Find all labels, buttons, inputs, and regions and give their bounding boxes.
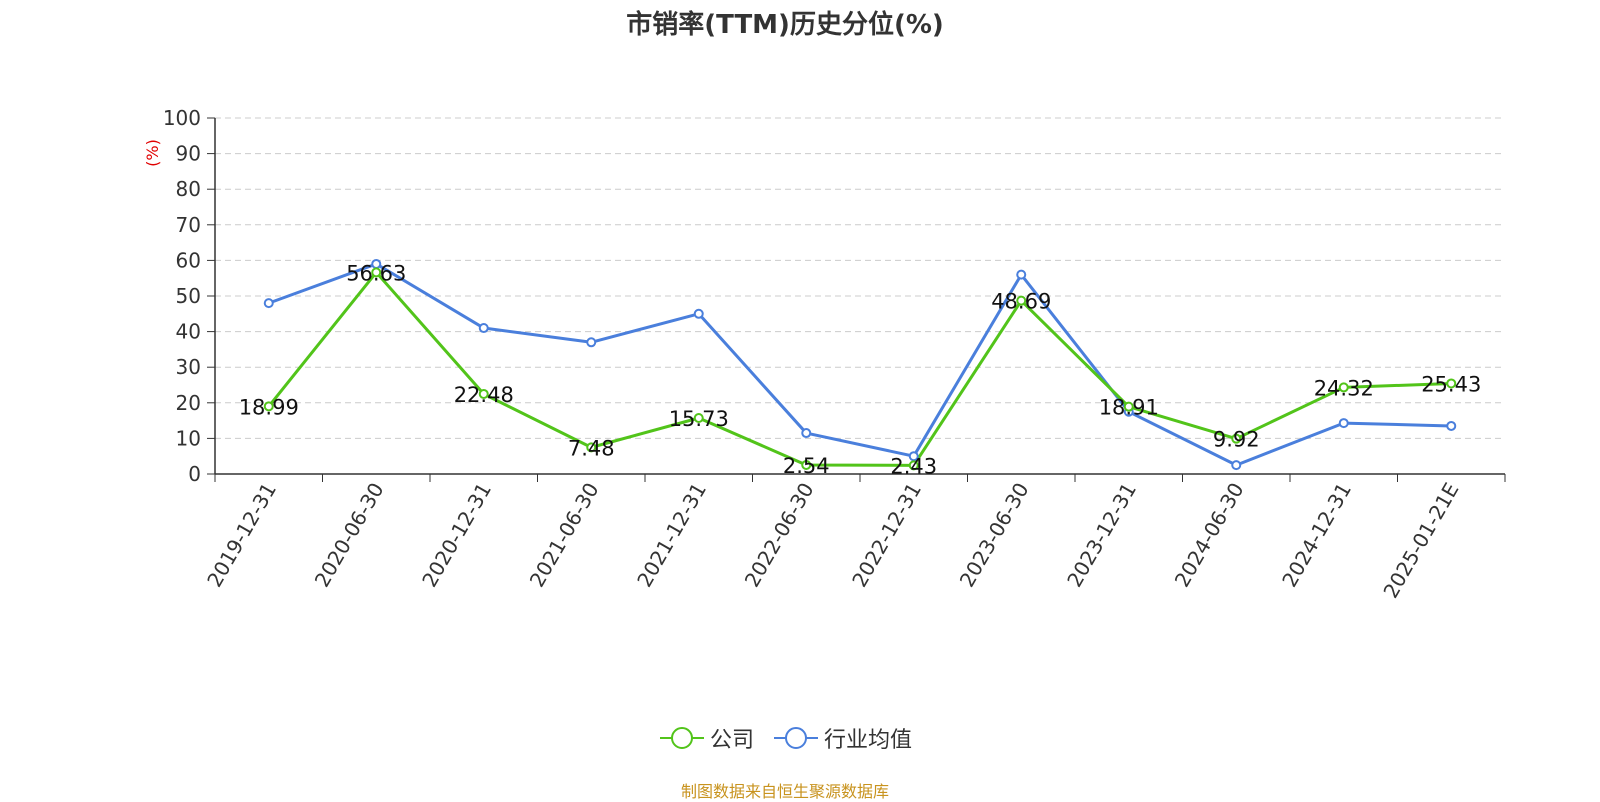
data-point-company	[371, 267, 382, 278]
y-tick-label: 30	[176, 355, 201, 379]
data-point-industry	[1446, 420, 1457, 431]
y-tick-label: 80	[176, 177, 201, 201]
data-point-industry	[263, 298, 274, 309]
y-tick-label: 0	[188, 462, 201, 486]
x-tick-label: 2023-12-31	[1062, 479, 1141, 592]
x-tick-label: 2025-01-21E	[1378, 479, 1463, 603]
chart-title: 市销率(TTM)历史分位(%)	[626, 10, 944, 40]
data-point-industry	[586, 337, 597, 348]
data-label-company: 25.43	[1421, 372, 1481, 396]
y-tick-label: 40	[176, 320, 201, 344]
data-labels: 18.99 56.63 22.48 7.48 15.73 2.54 2.43 48.69 18.…	[239, 261, 1482, 478]
y-tick-label: 70	[176, 213, 201, 237]
data-point-company	[908, 460, 919, 471]
x-tick-label: 2024-06-30	[1170, 479, 1249, 592]
data-point-company	[693, 413, 704, 424]
series-line-industry	[268, 262, 1452, 467]
data-label-company: 48.69	[991, 290, 1051, 314]
legend: 公司 行业均值	[660, 722, 926, 754]
data-point-industry	[1016, 269, 1027, 280]
y-tick-label: 60	[176, 248, 201, 272]
data-point-industry	[693, 308, 704, 319]
y-tick-label: 20	[176, 391, 201, 415]
x-tick-label: 2022-06-30	[740, 479, 819, 592]
data-label-company: 7.48	[568, 436, 615, 460]
data-label-company: 18.99	[239, 395, 299, 419]
x-tick-label: 2024-12-31	[1277, 479, 1356, 592]
legend-industry-icon	[774, 727, 819, 749]
data-point-company	[478, 388, 489, 399]
legend-company-label: 公司	[710, 728, 755, 753]
y-tick-label: 10	[176, 426, 201, 450]
data-point-industry	[478, 323, 489, 334]
legend-company-icon	[660, 727, 704, 749]
legend-item-company[interactable]: 公司	[660, 722, 754, 754]
x-tick-label: 2022-12-31	[847, 479, 926, 592]
legend-item-industry[interactable]: 行业均值	[774, 722, 912, 754]
legend-industry-label: 行业均值	[824, 728, 913, 753]
data-point-industry	[1231, 460, 1242, 471]
x-tick-label: 2019-12-31	[202, 479, 281, 592]
data-label-company: 2.54	[783, 454, 830, 478]
series-line-company	[267, 270, 1452, 467]
data-point-industry	[801, 428, 812, 439]
data-point-company	[1123, 401, 1134, 412]
data-point-company	[1016, 295, 1027, 306]
y-tick-label: 100	[163, 106, 201, 130]
series-lines	[263, 258, 1457, 471]
data-label-company: 22.48	[454, 383, 514, 407]
data-label-company: 24.32	[1314, 376, 1374, 400]
data-point-company	[1231, 433, 1242, 444]
data-label-company: 56.63	[346, 261, 406, 285]
axes: 0 10 20 30 40 50 60 70 80 90 100(%) 2019-12-31 2020-…	[143, 106, 1506, 603]
data-point-industry	[1338, 418, 1349, 429]
data-point-company	[1338, 382, 1349, 393]
x-tick-label: 2020-12-31	[417, 479, 496, 592]
data-point-company	[1446, 378, 1457, 389]
data-point-company	[263, 401, 274, 412]
grid-lines	[215, 117, 1505, 439]
data-label-company: 15.73	[669, 407, 729, 431]
y-tick-label: 90	[176, 142, 201, 166]
data-point-company	[586, 442, 597, 453]
y-tick-label: 50	[176, 284, 201, 308]
data-label-company: 2.43	[890, 454, 937, 478]
data-label-company: 18.91	[1099, 396, 1159, 420]
x-tick-label: 2021-06-30	[525, 479, 604, 592]
x-tick-label: 2023-06-30	[955, 479, 1034, 592]
data-point-company	[801, 459, 812, 470]
y-axis-label: (%)	[143, 139, 162, 167]
data-point-industry	[908, 451, 919, 462]
x-tick-label: 2020-06-30	[310, 479, 389, 592]
x-tick-label: 2021-12-31	[632, 479, 711, 592]
source-footer: 制图数据来自恒生聚源数据库	[680, 782, 889, 801]
data-label-company: 9.92	[1213, 428, 1260, 452]
